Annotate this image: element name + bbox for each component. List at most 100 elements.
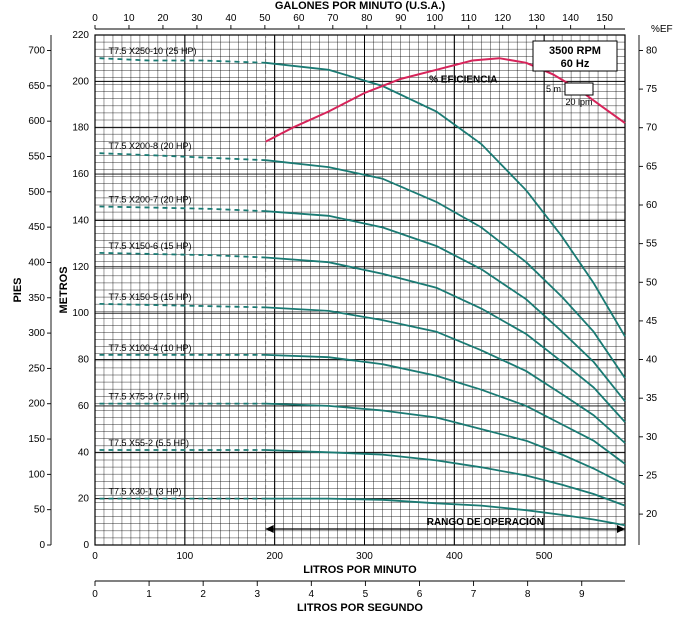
x-lps-tick: 4: [309, 589, 315, 600]
x-gpm-tick: 10: [123, 13, 135, 24]
x-lpm-tick: 400: [446, 551, 463, 562]
x-gpm-tick: 40: [225, 13, 237, 24]
y-eff-tick: 80: [646, 45, 658, 56]
x-lps-title: LITROS POR SEGUNDO: [297, 602, 423, 614]
y-eff-tick: 60: [646, 200, 658, 211]
y-ft-tick: 300: [28, 328, 45, 339]
y-ft-tick: 250: [28, 363, 45, 374]
y-eff-tick: 50: [646, 277, 658, 288]
pump-curve-dash: [100, 304, 266, 308]
y-m-tick: 20: [78, 494, 90, 505]
y-ft-tick: 50: [34, 505, 46, 516]
x-lpm-tick: 100: [176, 551, 193, 562]
pump-curve-dash: [100, 207, 266, 212]
y-m-title: METROS: [58, 266, 70, 313]
x-gpm-tick: 110: [461, 13, 477, 24]
curve-label: T7.5 X150-5 (15 HP): [108, 292, 191, 302]
y-eff-tick: 65: [646, 161, 658, 172]
x-lps-tick: 3: [254, 589, 260, 600]
curve-label: T7.5 X150-6 (15 HP): [108, 241, 191, 251]
y-m-tick: 80: [78, 355, 90, 366]
y-eff-tick: 25: [646, 470, 658, 481]
curve-label: T7.5 X250-10 (25 HP): [108, 46, 196, 56]
y-m-tick: 0: [83, 540, 89, 551]
y-eff-tick: 70: [646, 123, 658, 134]
y-m-tick: 100: [72, 308, 89, 319]
y-ft-tick: 350: [28, 293, 45, 304]
x-gpm-tick: 80: [361, 13, 373, 24]
y-m-tick: 220: [72, 30, 89, 41]
x-lps-tick: 5: [363, 589, 369, 600]
x-gpm-tick: 120: [494, 13, 511, 24]
y-m-tick: 120: [72, 262, 89, 273]
y-eff-tick: 35: [646, 393, 658, 404]
x-gpm-tick: 140: [562, 13, 579, 24]
info-rpm: 3500 RPM: [549, 45, 601, 57]
y-eff-title: %EF: [651, 24, 673, 35]
y-m-tick: 200: [72, 76, 89, 87]
y-m-tick: 160: [72, 169, 89, 180]
y-ft-tick: 550: [28, 151, 45, 162]
x-lps-tick: 6: [417, 589, 423, 600]
y-eff-tick: 30: [646, 432, 658, 443]
y-eff-tick: 20: [646, 509, 658, 520]
y-ft-tick: 650: [28, 81, 45, 92]
x-lpm-tick: 500: [536, 551, 553, 562]
x-gpm-tick: 30: [191, 13, 203, 24]
x-lps-tick: 2: [200, 589, 206, 600]
x-lpm-tick: 300: [356, 551, 373, 562]
curve-label: T7.5 X30-1 (3 HP): [108, 487, 181, 497]
x-gpm-tick: 90: [395, 13, 407, 24]
arrowhead-left: [266, 525, 274, 533]
x-lpm-title: LITROS POR MINUTO: [303, 564, 417, 576]
eff-label: % EFICIENCIA: [429, 74, 497, 85]
y-ft-tick: 100: [28, 469, 45, 480]
x-lps-tick: 7: [471, 589, 477, 600]
x-gpm-tick: 50: [259, 13, 271, 24]
y-ft-tick: 0: [39, 540, 45, 551]
x-lps-tick: 9: [579, 589, 585, 600]
curve-label: T7.5 X55-2 (5.5 HP): [108, 438, 189, 448]
y-ft-tick: 500: [28, 187, 45, 198]
x-gpm-tick: 150: [596, 13, 613, 24]
arrowhead-right: [617, 525, 625, 533]
x-gpm-tick: 70: [327, 13, 339, 24]
y-eff-tick: 40: [646, 355, 658, 366]
pump-curve-dash: [100, 253, 266, 258]
y-ft-tick: 450: [28, 222, 45, 233]
x-gpm-tick: 20: [157, 13, 169, 24]
y-eff-tick: 55: [646, 239, 658, 250]
scale-v: 20 lpm: [565, 97, 592, 107]
y-eff-tick: 75: [646, 84, 658, 95]
y-ft-tick: 200: [28, 399, 45, 410]
y-ft-tick: 150: [28, 434, 45, 445]
x-lpm-tick: 0: [92, 551, 98, 562]
curve-label: T7.5 X75-3 (7.5 HP): [108, 392, 189, 402]
range-label: RANGO DE OPERACIÓN: [427, 515, 544, 528]
y-ft-tick: 700: [28, 46, 45, 57]
x-gpm-tick: 100: [426, 13, 443, 24]
x-lps-tick: 8: [525, 589, 531, 600]
x-gpm-tick: 60: [293, 13, 305, 24]
x-gpm-title: GALONES POR MINUTO (U.S.A.): [275, 0, 446, 12]
pump-curve-dash: [100, 58, 266, 63]
y-eff-tick: 45: [646, 316, 658, 327]
curve-label: T7.5 X200-8 (20 HP): [108, 141, 191, 151]
y-ft-tick: 600: [28, 116, 45, 127]
info-hz: 60 Hz: [561, 58, 590, 70]
y-ft-tick: 400: [28, 257, 45, 268]
scale-h: 5 m: [546, 84, 561, 94]
y-ft-title: PIES: [12, 277, 24, 302]
x-lps-tick: 0: [92, 589, 98, 600]
y-m-tick: 40: [78, 447, 90, 458]
curve-label: T7.5 X200-7 (20 HP): [108, 195, 191, 205]
y-m-tick: 60: [78, 401, 90, 412]
x-lpm-tick: 200: [266, 551, 283, 562]
x-lps-tick: 1: [146, 589, 152, 600]
curve-label: T7.5 X100-4 (10 HP): [108, 343, 191, 353]
scale-box: [565, 83, 593, 95]
x-gpm-tick: 0: [92, 13, 98, 24]
y-m-tick: 180: [72, 123, 89, 134]
x-gpm-tick: 130: [528, 13, 545, 24]
pump-curve-dash: [100, 153, 266, 160]
